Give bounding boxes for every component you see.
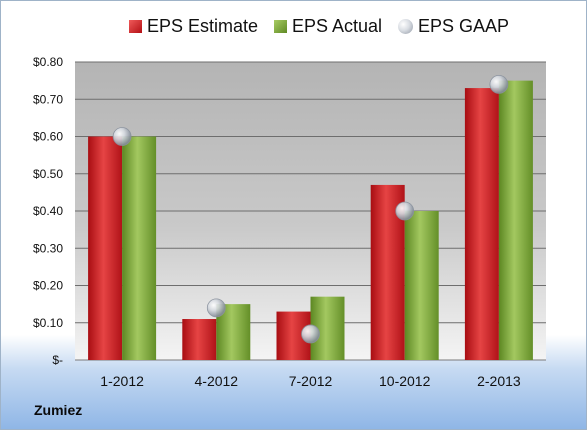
gaap-marker xyxy=(395,201,415,221)
estimate-bar xyxy=(464,88,499,360)
actual-bar xyxy=(404,211,439,360)
legend-label-actual: EPS Actual xyxy=(292,16,383,36)
gaap-markers xyxy=(112,74,509,344)
legend-label-gaap: EPS GAAP xyxy=(418,16,510,36)
actual-bar xyxy=(122,136,157,360)
legend-item-gaap: EPS GAAP xyxy=(398,16,509,37)
gaap-marker xyxy=(206,298,226,318)
gaap-marker xyxy=(301,324,320,344)
gaap-marker xyxy=(489,74,509,94)
y-tick-label: $0.70 xyxy=(33,92,63,106)
estimate-bar xyxy=(88,136,123,360)
legend-item-actual: EPS Actual xyxy=(274,16,382,37)
x-tick-label: 2-2013 xyxy=(477,373,521,389)
y-tick-label: $- xyxy=(52,353,63,367)
company-name: Zumiez xyxy=(34,402,83,418)
legend-label-estimate: EPS Estimate xyxy=(147,16,259,36)
y-tick-label: $0.50 xyxy=(33,167,63,181)
y-tick-label: $0.40 xyxy=(33,204,63,218)
x-tick-label: 1-2012 xyxy=(100,373,144,389)
estimate-bar xyxy=(182,319,217,360)
y-tick-label: $0.80 xyxy=(33,55,63,69)
actual-bar xyxy=(498,80,533,360)
y-tick-label: $0.60 xyxy=(33,130,63,144)
legend-swatch-estimate xyxy=(129,20,142,33)
bars xyxy=(88,80,533,360)
y-tick-label: $0.10 xyxy=(33,316,63,330)
x-axis-ticks: 1-2012 4-2012 7-2012 10-2012 2-2013 xyxy=(100,373,521,389)
x-tick-label: 10-2012 xyxy=(379,373,431,389)
legend-item-estimate: EPS Estimate xyxy=(129,16,258,37)
legend: EPS Estimate EPS Actual EPS GAAP xyxy=(0,16,587,42)
y-tick-label: $0.30 xyxy=(33,241,63,255)
y-tick-label: $0.20 xyxy=(33,279,63,293)
legend-swatch-gaap xyxy=(398,19,413,34)
x-tick-label: 4-2012 xyxy=(195,373,239,389)
legend-swatch-actual xyxy=(274,20,287,33)
y-axis-ticks: $- $0.10 $0.20 $0.30 $0.40 $0.50 $0.60 $0.70 $0.… xyxy=(33,55,63,367)
x-tick-label: 7-2012 xyxy=(289,373,333,389)
gaap-marker xyxy=(112,127,132,146)
